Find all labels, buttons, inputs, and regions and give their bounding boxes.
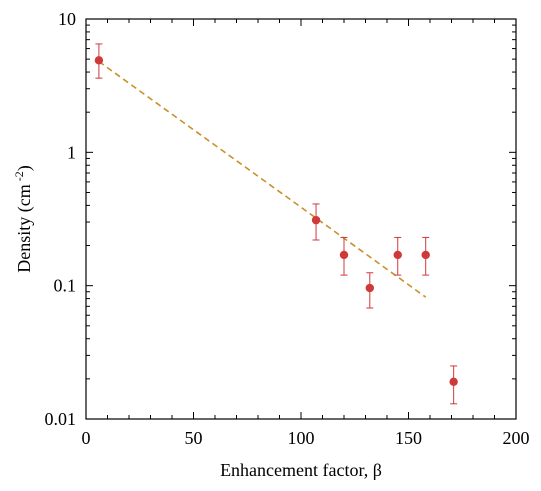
fit-line <box>98 60 427 298</box>
data-point <box>365 283 374 293</box>
data-point <box>94 56 104 65</box>
x-tick-label: 0 <box>82 428 91 448</box>
data-point <box>421 250 430 260</box>
fit-line-layer <box>98 60 427 298</box>
y-tick-label: 1 <box>67 142 76 162</box>
axis-ticks: 0 50 100 150 200 0.01 0.1 1 10 <box>45 9 530 448</box>
x-tick-label: 200 <box>503 428 530 448</box>
y-axis-label-close: ) <box>14 165 35 171</box>
data-point-group <box>449 365 458 405</box>
x-axis-label: Enhancement factor, β <box>220 460 382 480</box>
data-points-layer <box>94 43 458 405</box>
data-point-group <box>365 272 374 309</box>
y-tick-label: 0.1 <box>54 276 77 296</box>
data-point-group <box>393 236 402 276</box>
y-axis-label-superscript: -2 <box>12 171 26 181</box>
y-axis-label: Density (cm -2) <box>12 165 35 272</box>
data-point <box>339 250 349 260</box>
data-point <box>393 250 402 260</box>
data-point <box>311 215 321 225</box>
data-point-group <box>94 43 104 79</box>
y-tick-label: 10 <box>58 9 76 29</box>
data-point-group <box>311 203 321 241</box>
x-tick-label: 150 <box>395 428 422 448</box>
plot-frame <box>85 18 517 420</box>
x-tick-label: 100 <box>288 428 315 448</box>
x-tick-label: 50 <box>185 428 203 448</box>
y-axis-label-main: Density (cm <box>14 184 35 272</box>
data-point-group <box>421 236 430 276</box>
y-tick-label: 0.01 <box>45 409 77 429</box>
data-point <box>449 377 458 387</box>
data-point-group <box>339 236 349 276</box>
